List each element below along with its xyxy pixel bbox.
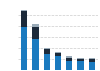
Bar (77, 58, 84, 59)
Bar (89, 62, 95, 70)
Bar (21, 27, 27, 70)
Bar (55, 56, 61, 70)
Bar (44, 48, 50, 49)
Bar (44, 49, 50, 54)
Bar (21, 10, 27, 11)
Bar (32, 39, 39, 70)
Bar (66, 60, 72, 70)
Bar (66, 58, 72, 60)
Bar (44, 54, 50, 70)
Bar (32, 24, 39, 27)
Bar (89, 59, 95, 62)
Bar (32, 27, 39, 39)
Bar (66, 56, 72, 58)
Bar (77, 61, 84, 70)
Bar (21, 11, 27, 27)
Bar (55, 53, 61, 56)
Bar (55, 52, 61, 53)
Bar (77, 59, 84, 61)
Bar (89, 58, 95, 59)
